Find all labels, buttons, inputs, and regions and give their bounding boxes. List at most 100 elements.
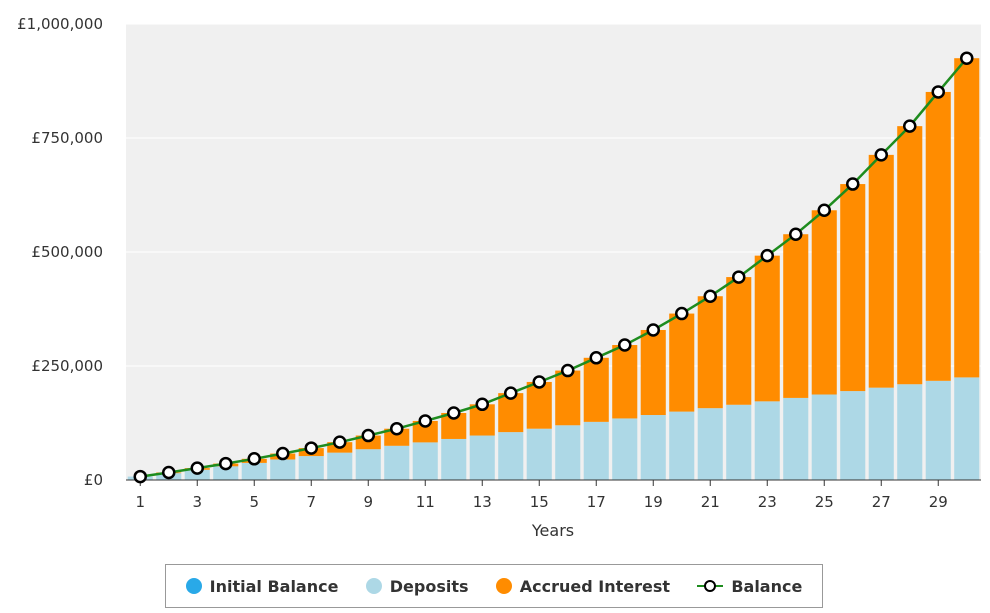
bar-deposits xyxy=(754,401,780,480)
balance-point xyxy=(418,414,432,428)
balance-point xyxy=(133,469,147,484)
bar-accrued-interest xyxy=(355,435,381,450)
bar-deposits xyxy=(925,380,951,480)
x-tick-label: 29 xyxy=(929,493,948,511)
bar-accrued-interest xyxy=(897,126,923,385)
balance-point xyxy=(760,248,774,263)
x-axis-title: Years xyxy=(531,521,574,540)
bar-accrued-interest xyxy=(811,210,837,395)
balance-point xyxy=(874,148,888,162)
bar-deposits xyxy=(897,384,923,480)
y-tick-label: £0 xyxy=(84,471,103,489)
bar-accrued-interest xyxy=(669,313,695,412)
bar-accrued-interest xyxy=(925,91,951,381)
balance-point xyxy=(960,51,974,65)
bar-deposits xyxy=(583,421,609,480)
bar-deposits xyxy=(726,404,752,480)
legend-label-deposits: Deposits xyxy=(389,576,469,596)
bar-deposits xyxy=(213,466,239,480)
bar-deposits xyxy=(298,456,324,480)
bar-accrued-interest xyxy=(583,357,609,422)
x-tick-label: 23 xyxy=(758,493,777,511)
balance-point xyxy=(447,406,461,420)
balance-line-marker-icon xyxy=(697,580,724,592)
balance-series xyxy=(133,51,974,484)
balance-point xyxy=(903,119,917,133)
x-tick-label: 21 xyxy=(701,493,720,511)
x-tick-label: 13 xyxy=(473,493,492,511)
x-tick-label: 3 xyxy=(192,493,202,511)
legend: Initial Balance Deposits Accrued Interes… xyxy=(165,564,823,608)
bar-deposits xyxy=(669,411,695,480)
balance-point xyxy=(589,351,603,365)
legend-item-deposits[interactable]: Deposits xyxy=(365,576,469,596)
x-tick-label: 25 xyxy=(815,493,834,511)
x-tick-label: 11 xyxy=(416,493,435,511)
bar-deposits xyxy=(270,459,296,480)
balance-point xyxy=(276,446,290,461)
accrued-interest-swatch-icon xyxy=(495,578,512,594)
bar-deposits xyxy=(555,425,581,480)
x-tick-label: 27 xyxy=(872,493,891,511)
y-tick-label: £250,000 xyxy=(31,357,103,375)
balance-point xyxy=(475,397,489,412)
balance-point xyxy=(646,323,660,337)
bar-deposits xyxy=(811,394,837,480)
balance-point xyxy=(931,85,945,99)
balance-point xyxy=(675,306,689,321)
bar-accrued-interest xyxy=(555,370,581,426)
balance-point xyxy=(162,465,176,480)
balance-point xyxy=(333,435,347,449)
bar-deposits xyxy=(697,408,723,480)
bar-deposits xyxy=(412,442,438,480)
x-tick-label: 7 xyxy=(306,493,316,511)
balance-point xyxy=(190,461,204,475)
legend-label-initial-balance: Initial Balance xyxy=(209,576,339,596)
bar-deposits xyxy=(355,449,381,480)
bar-accrued-interest xyxy=(412,420,438,443)
bar-accrued-interest xyxy=(954,58,980,378)
balance-point xyxy=(618,338,632,352)
y-tick-label: £1,000,000 xyxy=(17,15,103,33)
bar-accrued-interest xyxy=(640,329,666,416)
bar-accrued-interest xyxy=(612,345,638,419)
legend-item-accrued-interest[interactable]: Accrued Interest xyxy=(495,576,671,596)
x-tick-label: 5 xyxy=(249,493,259,511)
x-tick-label: 15 xyxy=(530,493,549,511)
x-axis-tick-labels: 1 3 5 7 9 11 13 15 17 19 21 23 25 27 29 xyxy=(135,480,948,511)
legend-item-balance[interactable]: Balance xyxy=(697,577,802,596)
bar-accrued-interest xyxy=(697,296,723,409)
bar-deposits xyxy=(498,432,524,480)
bar-deposits xyxy=(783,397,809,480)
bar-accrued-interest xyxy=(754,255,780,402)
bar-accrued-interest xyxy=(384,428,410,446)
bar-accrued-interest xyxy=(783,234,809,398)
balance-point xyxy=(561,363,575,378)
x-tick-label: 19 xyxy=(644,493,663,511)
bar-deposits xyxy=(384,445,410,480)
x-tick-label: 17 xyxy=(587,493,606,511)
bars xyxy=(127,58,980,480)
y-tick-label: £500,000 xyxy=(31,243,103,261)
legend-item-initial-balance[interactable]: Initial Balance xyxy=(185,576,339,596)
y-tick-label: £750,000 xyxy=(31,129,103,147)
bar-deposits xyxy=(954,377,980,480)
balance-point xyxy=(219,456,233,471)
bar-deposits xyxy=(469,435,495,480)
legend-label-accrued-interest: Accrued Interest xyxy=(519,576,671,596)
balance-point xyxy=(846,177,860,191)
bar-accrued-interest xyxy=(526,381,552,429)
y-axis-tick-labels: £0 £250,000 £500,000 £750,000 £1,000,000 xyxy=(17,15,103,489)
bar-deposits xyxy=(640,415,666,480)
bar-accrued-interest xyxy=(868,154,894,388)
balance-point xyxy=(817,203,831,218)
balance-point xyxy=(390,421,404,436)
balance-point xyxy=(247,452,261,466)
bar-deposits xyxy=(612,418,638,480)
gridlines xyxy=(126,23,981,367)
bar-accrued-interest xyxy=(726,277,752,405)
deposits-swatch-icon xyxy=(365,578,382,594)
bar-accrued-interest xyxy=(840,184,866,392)
x-tick-label: 1 xyxy=(135,493,145,511)
